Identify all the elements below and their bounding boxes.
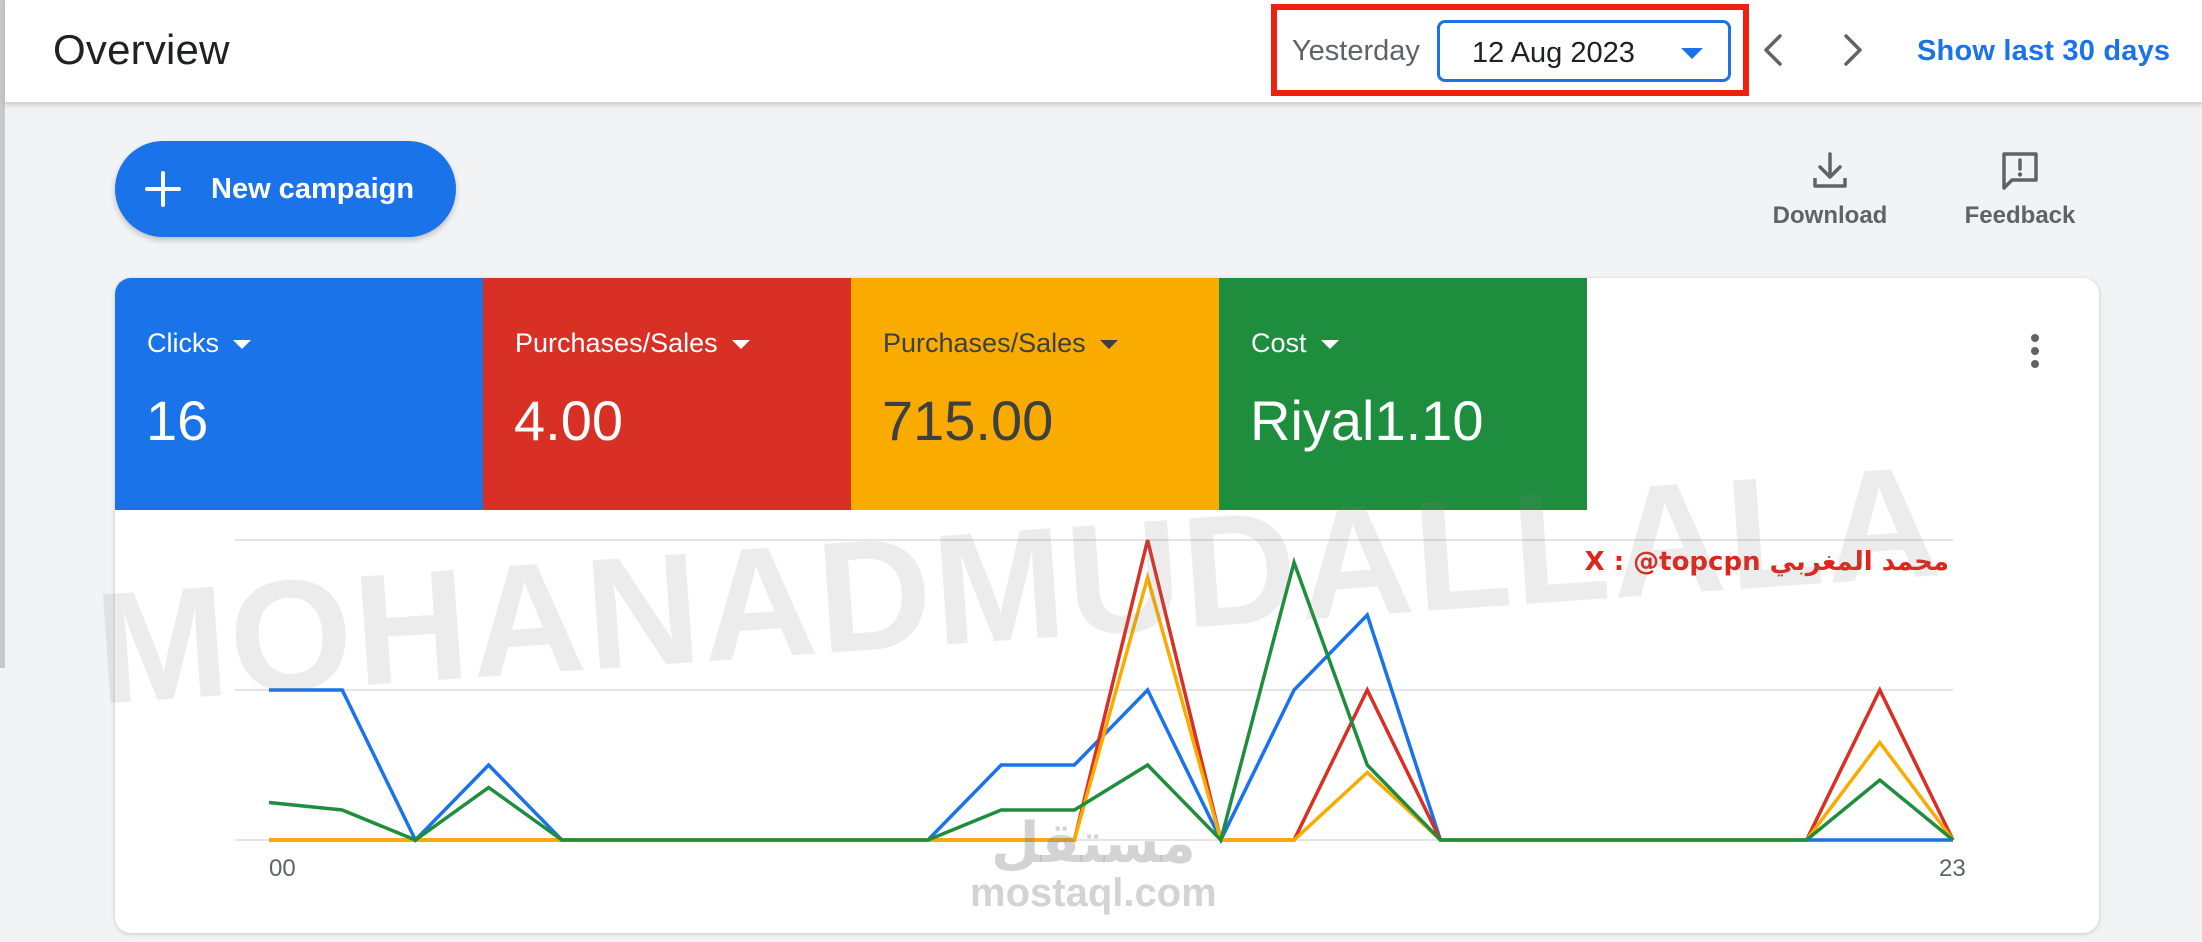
download-icon (1813, 152, 1847, 188)
feedback-icon (2002, 152, 2038, 190)
metric-label-purchases-sales: Purchases/Sales (515, 328, 750, 359)
show-last-30-days-link[interactable]: Show last 30 days (1917, 35, 2171, 67)
credit-annotation: X : @topcpn محمد المغربي (1585, 547, 1949, 577)
caret-down-icon (1681, 48, 1703, 59)
site-watermark-arabic: مستقل (990, 811, 1196, 874)
metric-label-text: Clicks (147, 328, 219, 358)
line-chart: 00 23 X : @topcpn محمد المغربي (235, 539, 1966, 882)
chevron-right-icon[interactable] (1836, 30, 1870, 70)
left-edge-divider (0, 0, 5, 668)
caret-down-icon (233, 340, 251, 350)
metric-label-text: Purchases/Sales (515, 328, 718, 358)
feedback-button[interactable]: Feedback (1945, 148, 2095, 238)
page-title: Overview (53, 26, 230, 73)
chevron-left-icon[interactable] (1756, 30, 1790, 70)
download-button[interactable]: Download (1755, 148, 1905, 238)
new-campaign-button[interactable]: New campaign (115, 141, 456, 237)
x-tick-label: 00 (269, 855, 296, 882)
download-label: Download (1772, 202, 1888, 229)
metric-label-purchases-sales: Purchases/Sales (883, 328, 1118, 359)
site-watermark: مستقل mostaql.com (970, 811, 1217, 916)
metric-tile-cost[interactable]: Cost Riyal1.10 (1219, 278, 1587, 510)
metric-tile-purchases-sales-count[interactable]: Purchases/Sales 4.00 (483, 278, 851, 510)
series-line-3 (268, 556, 1955, 844)
new-campaign-label: New campaign (211, 173, 415, 205)
metric-value-purchases-sales-value: 715.00 (882, 389, 1054, 452)
caret-down-icon (1099, 340, 1118, 350)
metric-value-cost: Riyal1.10 (1250, 389, 1484, 452)
performance-card: Clicks 16 Purchases/Sales 4.00 Purchases… (115, 278, 2099, 933)
plus-icon (145, 171, 181, 207)
more-options-icon[interactable] (2025, 332, 2045, 372)
x-tick-label: 23 (1939, 855, 1966, 882)
date-select[interactable]: 12 Aug 2023 (1437, 20, 1731, 82)
date-highlight-box (1271, 4, 1749, 96)
metric-label-cost: Cost (1251, 328, 1339, 359)
metric-tile-clicks[interactable]: Clicks 16 (115, 278, 483, 510)
metric-label-text: Cost (1251, 328, 1307, 358)
top-bar: Overview (5, 0, 2202, 104)
metric-label-text: Purchases/Sales (883, 328, 1086, 358)
metric-value-purchases-sales-count: 4.00 (514, 389, 623, 452)
caret-down-icon (731, 340, 750, 350)
site-watermark-url: mostaql.com (970, 871, 1217, 915)
metric-tile-purchases-sales-value[interactable]: Purchases/Sales 715.00 (851, 278, 1219, 510)
feedback-label: Feedback (1964, 202, 2076, 229)
metric-value-clicks: 16 (146, 389, 209, 452)
date-select-value: 12 Aug 2023 (1472, 37, 1635, 69)
date-preset-label: Yesterday (1292, 35, 1420, 67)
metric-label-clicks: Clicks (147, 328, 251, 359)
caret-down-icon (1320, 340, 1339, 350)
